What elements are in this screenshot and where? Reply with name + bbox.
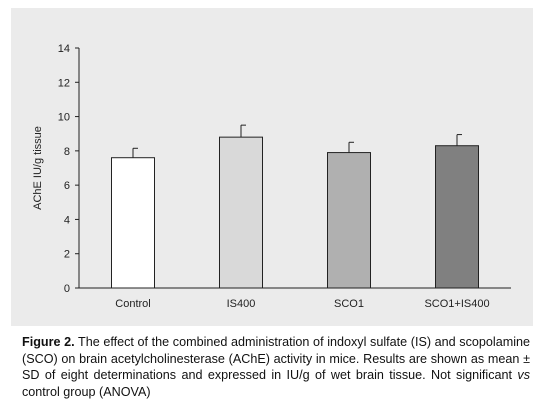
y-axis-title: AChE IU/g tissue	[32, 126, 44, 210]
category-label: IS400	[227, 298, 256, 310]
category-label: SCO1	[334, 298, 364, 310]
bar	[111, 157, 155, 289]
y-tick-label: 12	[58, 77, 70, 89]
caption-text-2: control group (ANOVA)	[22, 384, 151, 399]
category-label: SCO1+IS400	[424, 298, 489, 310]
figure-caption: Figure 2. The effect of the combined adm…	[22, 334, 530, 400]
caption-vs: vs	[517, 368, 530, 383]
y-tick-label: 14	[58, 43, 70, 55]
caption-text-1: The effect of the combined administratio…	[22, 335, 530, 383]
y-tick-label: 8	[64, 146, 70, 158]
y-tick-label: 4	[64, 214, 70, 226]
y-tick-label: 0	[64, 283, 70, 295]
bar	[219, 136, 263, 289]
bar	[327, 152, 371, 289]
bar	[435, 145, 479, 289]
category-label: Control	[115, 298, 150, 310]
y-tick-label: 6	[64, 180, 70, 192]
chart-panel: 0 2 4 6 8 10 12 14 AChE IU/g tissue Control IS400 S…	[11, 8, 533, 326]
y-tick-label: 10	[58, 112, 70, 124]
y-tick-label: 2	[64, 249, 70, 261]
bar-chart: 0 2 4 6 8 10 12 14 AChE IU/g tissue Control IS400 S…	[32, 43, 511, 310]
caption-label: Figure 2.	[22, 335, 75, 349]
